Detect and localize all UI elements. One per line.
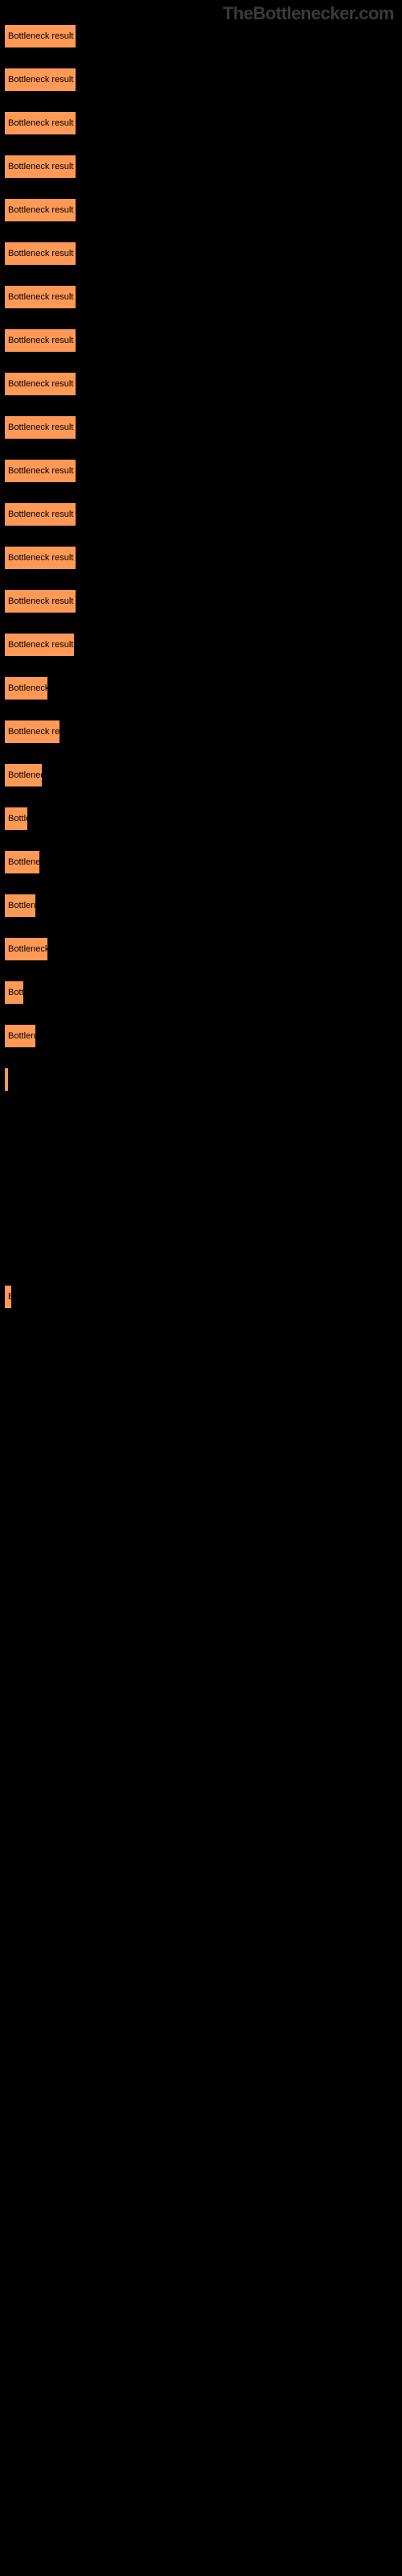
bar: Bottleneck result bbox=[4, 242, 76, 266]
bar: Bottleneck result bbox=[4, 850, 40, 874]
bar: Bottleneck result bbox=[4, 633, 75, 657]
bar-row bbox=[4, 1198, 76, 1222]
bar-row: Bottleneck result bbox=[4, 633, 76, 657]
bar-row: Bottleneck result bbox=[4, 980, 76, 1005]
bar: Bottleneck result bbox=[4, 980, 24, 1005]
bar-row: Bottleneck result bbox=[4, 24, 76, 48]
bar: Bottleneck result bbox=[4, 502, 76, 526]
bar: Bottleneck result bbox=[4, 807, 28, 831]
bar-row: Bottleneck result bbox=[4, 111, 76, 135]
bar: Bottleneck result bbox=[4, 937, 48, 961]
bar: Bottleneck result bbox=[4, 1285, 12, 1309]
bar-row: Bottleneck result bbox=[4, 1285, 76, 1309]
bar-row: Bottleneck result bbox=[4, 372, 76, 396]
bar-row: Bottleneck result bbox=[4, 285, 76, 309]
bar: Bottleneck result bbox=[4, 415, 76, 440]
bar: Bottleneck result bbox=[4, 328, 76, 353]
bar-row: Bottleneck result bbox=[4, 807, 76, 831]
bar-row: Bottleneck result bbox=[4, 328, 76, 353]
bar-row: Bottleneck result bbox=[4, 242, 76, 266]
bar-row bbox=[4, 1154, 76, 1179]
bar-row: Bottleneck result bbox=[4, 155, 76, 179]
bar: Bottleneck result bbox=[4, 546, 76, 570]
bar: Bottleneck result bbox=[4, 894, 36, 918]
bar-row: Bottleneck result bbox=[4, 676, 76, 700]
bar-row: Bottleneck result bbox=[4, 415, 76, 440]
bar-row bbox=[4, 1111, 76, 1135]
bar: Bottleneck result bbox=[4, 720, 60, 744]
bar: Bottleneck result bbox=[4, 459, 76, 483]
bar-row: Bottleneck result bbox=[4, 68, 76, 92]
bar-row: Bottleneck result bbox=[4, 1024, 76, 1048]
bar-row: Bottleneck result bbox=[4, 198, 76, 222]
bar-row: Bottleneck result bbox=[4, 546, 76, 570]
bar-row: Bottleneck result bbox=[4, 763, 76, 787]
bar: Bottleneck result bbox=[4, 111, 76, 135]
bar-row: Bottleneck result bbox=[4, 589, 76, 613]
bar-row: Bottleneck result bbox=[4, 720, 76, 744]
bar-row: Bottleneck result bbox=[4, 502, 76, 526]
bar: Bottleneck result bbox=[4, 68, 76, 92]
bar: Bottleneck result bbox=[4, 1067, 9, 1092]
bar: Bottleneck result bbox=[4, 676, 48, 700]
bar-row: Bottleneck result bbox=[4, 894, 76, 918]
bar: Bottleneck result bbox=[4, 155, 76, 179]
bar: Bottleneck result bbox=[4, 285, 76, 309]
bar-row: Bottleneck result bbox=[4, 459, 76, 483]
bar-row: Bottleneck result bbox=[4, 937, 76, 961]
bar: Bottleneck result bbox=[4, 1024, 36, 1048]
bar-row bbox=[4, 1241, 76, 1265]
watermark-text: TheBottlenecker.com bbox=[223, 3, 394, 24]
bars-container: Bottleneck result Bottleneck result Bottle… bbox=[4, 24, 76, 1328]
bar-row: Bottleneck result bbox=[4, 1067, 76, 1092]
bar: Bottleneck result bbox=[4, 763, 43, 787]
bar: Bottleneck result bbox=[4, 372, 76, 396]
bar: Bottleneck result bbox=[4, 24, 76, 48]
bar: Bottleneck result bbox=[4, 589, 76, 613]
bar: Bottleneck result bbox=[4, 198, 76, 222]
bar-row: Bottleneck result bbox=[4, 850, 76, 874]
